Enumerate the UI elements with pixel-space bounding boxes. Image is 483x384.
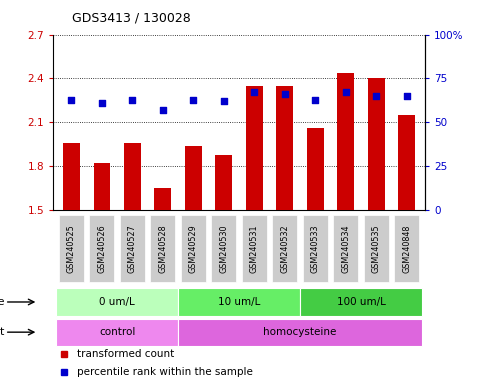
Text: GSM240525: GSM240525 — [67, 224, 76, 273]
Text: 10 um/L: 10 um/L — [218, 297, 260, 307]
FancyBboxPatch shape — [178, 288, 300, 316]
Bar — [63, 143, 80, 210]
Bar — [338, 73, 354, 210]
FancyBboxPatch shape — [59, 215, 84, 282]
Text: GSM240533: GSM240533 — [311, 224, 320, 273]
Point — [312, 96, 319, 103]
Point — [403, 93, 411, 99]
Text: GSM240528: GSM240528 — [158, 224, 168, 273]
FancyBboxPatch shape — [89, 215, 114, 282]
FancyBboxPatch shape — [178, 319, 422, 346]
Text: transformed count: transformed count — [77, 349, 174, 359]
FancyBboxPatch shape — [181, 215, 206, 282]
Point — [68, 96, 75, 103]
Point — [128, 96, 136, 103]
Text: GSM240531: GSM240531 — [250, 224, 259, 273]
Text: GSM240530: GSM240530 — [219, 224, 228, 273]
FancyBboxPatch shape — [272, 215, 298, 282]
Bar — [94, 163, 110, 210]
Text: 100 um/L: 100 um/L — [337, 297, 385, 307]
Text: GSM240848: GSM240848 — [402, 224, 411, 273]
Bar — [307, 128, 324, 210]
FancyBboxPatch shape — [394, 215, 419, 282]
Bar — [246, 86, 263, 210]
FancyBboxPatch shape — [333, 215, 358, 282]
Bar — [368, 78, 384, 210]
Text: GSM240534: GSM240534 — [341, 224, 350, 273]
FancyBboxPatch shape — [212, 215, 236, 282]
Point — [372, 93, 380, 99]
Text: GSM240535: GSM240535 — [372, 224, 381, 273]
Point — [251, 89, 258, 96]
Bar — [155, 188, 171, 210]
Text: percentile rank within the sample: percentile rank within the sample — [77, 367, 253, 377]
FancyBboxPatch shape — [303, 215, 328, 282]
Point — [342, 89, 350, 96]
FancyBboxPatch shape — [56, 319, 178, 346]
Bar — [124, 143, 141, 210]
Point — [189, 96, 197, 103]
Text: GSM240527: GSM240527 — [128, 224, 137, 273]
Point — [220, 98, 227, 104]
Point — [281, 91, 289, 97]
Text: GSM240529: GSM240529 — [189, 224, 198, 273]
Point — [159, 107, 167, 113]
Bar — [185, 146, 202, 210]
Bar — [276, 86, 293, 210]
FancyBboxPatch shape — [56, 288, 178, 316]
FancyBboxPatch shape — [120, 215, 145, 282]
Text: GSM240532: GSM240532 — [280, 224, 289, 273]
Text: 0 um/L: 0 um/L — [99, 297, 135, 307]
Text: homocysteine: homocysteine — [263, 327, 337, 337]
Text: agent: agent — [0, 327, 5, 337]
Text: GSM240526: GSM240526 — [98, 224, 106, 273]
FancyBboxPatch shape — [364, 215, 389, 282]
FancyBboxPatch shape — [300, 288, 422, 316]
Bar — [398, 115, 415, 210]
Point — [98, 100, 106, 106]
Bar — [215, 154, 232, 210]
FancyBboxPatch shape — [242, 215, 267, 282]
Text: dose: dose — [0, 297, 5, 307]
Text: control: control — [99, 327, 135, 337]
Text: GDS3413 / 130028: GDS3413 / 130028 — [72, 12, 191, 25]
FancyBboxPatch shape — [150, 215, 175, 282]
